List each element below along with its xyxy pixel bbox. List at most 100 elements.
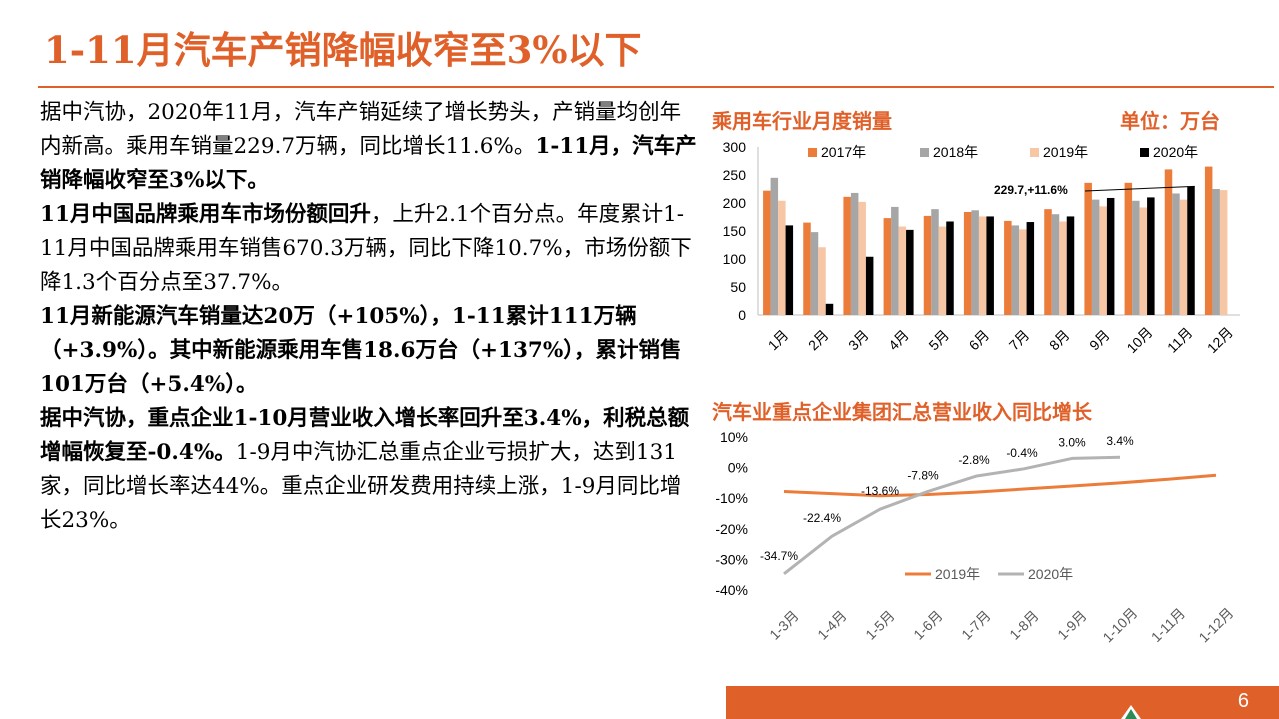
y-tick-label: -10% xyxy=(715,490,748,506)
bar-2017年-12月 xyxy=(1204,166,1213,315)
bar-2020年-8月 xyxy=(1066,216,1075,315)
legend-swatch xyxy=(920,148,929,157)
bar-2020年-5月 xyxy=(946,221,954,315)
legend-label: 2018年 xyxy=(933,144,978,160)
bar-2018年-4月 xyxy=(891,206,899,315)
data-label: -34.7% xyxy=(760,549,798,563)
bar-2019年-11月 xyxy=(1179,199,1188,315)
bar-2020年-3月 xyxy=(865,256,874,315)
bar-2017年-8月 xyxy=(1044,209,1052,315)
y-tick-label: 250 xyxy=(723,167,747,183)
legend-label: 2019年 xyxy=(1043,144,1088,160)
bar-2017年-10月 xyxy=(1124,182,1133,315)
data-label: -7.8% xyxy=(907,468,939,482)
x-tick-label: 1-4月 xyxy=(814,607,850,643)
bar-2020年-11月 xyxy=(1187,186,1195,315)
bar-2019年-6月 xyxy=(978,216,987,315)
bar-2020年-10月 xyxy=(1147,197,1155,315)
legend-swatch xyxy=(1140,148,1149,157)
paragraph-run: 11月新能源汽车销量达20万（+105%），1-11累计111万辆（+3.9%）… xyxy=(40,304,682,397)
data-label: -22.4% xyxy=(803,511,841,525)
bar-2017年-5月 xyxy=(923,215,932,315)
data-label: -2.8% xyxy=(958,453,990,467)
revenue-growth-line-chart: 10% 0% -10% -20% -30% -40% 1-3月 1-4月 1-5月 1-6月 1-7… xyxy=(715,429,1236,646)
x-tick-label: 7月 xyxy=(1006,327,1033,354)
data-label: -13.6% xyxy=(861,484,899,498)
bar-2019年-1月 xyxy=(778,200,786,315)
x-tick-label: 1-3月 xyxy=(766,607,802,643)
legend-label: 2020年 xyxy=(1028,566,1073,582)
bar-2018年-7月 xyxy=(1011,225,1020,315)
bar-2019年-2月 xyxy=(818,247,826,315)
bar-2018年-12月 xyxy=(1212,189,1220,315)
bar-2017年-4月 xyxy=(883,218,892,315)
x-tick-label: 1-5月 xyxy=(862,607,898,643)
bar-2018年-11月 xyxy=(1172,193,1180,315)
legend-swatch xyxy=(1030,148,1039,157)
x-tick-label: 8月 xyxy=(1046,327,1073,354)
bar-2017年-7月 xyxy=(1004,220,1012,315)
x-tick-label: 1-9月 xyxy=(1054,607,1090,643)
bar-2017年-11月 xyxy=(1164,169,1173,315)
bar-2018年-6月 xyxy=(971,210,979,315)
x-tick-label: 5月 xyxy=(925,327,952,354)
x-tick-label: 1-11月 xyxy=(1148,605,1188,645)
annotation-label: 229.7,+11.6% xyxy=(994,183,1068,197)
y-tick-label: -40% xyxy=(715,582,748,598)
paragraph-4: 据中汽协，重点企业1-10月营业收入增长率回升至3.4%，利税总额增幅恢复至-0… xyxy=(40,402,702,538)
bar-2019年-12月 xyxy=(1219,190,1228,315)
x-tick-label: 9月 xyxy=(1086,327,1113,354)
bar-2020年-9月 xyxy=(1106,197,1115,315)
body-text: 据中汽协，2020年11月，汽车产销延续了增长势头，产销量均创年内新高。乘用车销… xyxy=(40,96,702,538)
bar-2017年-3月 xyxy=(843,196,851,315)
paragraph-2: 11月中国品牌乘用车市场份额回升，上升2.1个百分点。年度累计1-11月中国品牌… xyxy=(40,198,702,300)
x-tick-label: 1月 xyxy=(765,327,792,354)
bar-2018年-2月 xyxy=(810,232,819,315)
x-tick-label: 1-12月 xyxy=(1195,604,1236,645)
x-tick-label: 11月 xyxy=(1164,324,1195,355)
footer-bar xyxy=(726,686,1279,719)
bar-2020年-1月 xyxy=(785,225,794,315)
bar-2019年-10月 xyxy=(1139,207,1148,315)
chart1-title: 乘用车行业月度销量 xyxy=(712,109,892,133)
bar-2019年-3月 xyxy=(858,201,866,315)
bar-2019年-5月 xyxy=(938,226,947,315)
legend-swatch xyxy=(808,148,817,157)
paragraph-run: ，上升2.1个百分点。年度累计1-11月中国品牌乘用车销售670.3万辆，同比下… xyxy=(40,202,692,295)
annotation-line xyxy=(1084,185,1195,192)
logo-icon xyxy=(1121,705,1141,719)
y-tick-label: 300 xyxy=(723,139,747,155)
paragraph-run: 1-11月，汽车产销降幅收窄至3%以下。 xyxy=(40,134,697,193)
y-tick-label: 50 xyxy=(730,279,746,295)
page-number: 6 xyxy=(1237,690,1249,712)
y-tick-label: 100 xyxy=(723,251,747,267)
bar-2017年-6月 xyxy=(963,211,972,315)
legend-label: 2017年 xyxy=(821,144,866,160)
x-tick-label: 12月 xyxy=(1204,324,1236,356)
x-tick-label: 4月 xyxy=(885,327,912,354)
legend-label: 2019年 xyxy=(935,566,980,582)
paragraph-run: 据中汽协，重点企业1-10月营业收入增长率回升至3.4%，利税总额增幅恢复至-0… xyxy=(40,406,690,465)
x-tick-label: 6月 xyxy=(966,327,993,354)
bar-2017年-1月 xyxy=(763,190,771,315)
series-line-2020年 xyxy=(783,455,1121,575)
page-title: 1-11月汽车产销降幅收窄至3%以下 xyxy=(44,28,642,72)
x-tick-label: 2月 xyxy=(805,327,832,354)
data-label: -0.4% xyxy=(1006,446,1038,460)
y-tick-label: -20% xyxy=(715,521,748,537)
paragraph-run: 据中汽协，2020年11月，汽车产销延续了增长势头，产销量均创年内新高。乘用车销… xyxy=(40,100,682,159)
y-tick-label: 0 xyxy=(738,307,746,323)
bar-2019年-8月 xyxy=(1059,221,1067,315)
bar-2018年-1月 xyxy=(770,177,779,315)
data-label: 3.4% xyxy=(1106,434,1134,448)
paragraph-1: 据中汽协，2020年11月，汽车产销延续了增长势头，产销量均创年内新高。乘用车销… xyxy=(40,96,702,198)
y-tick-label: -30% xyxy=(715,551,748,567)
y-tick-label: 200 xyxy=(723,195,747,211)
bar-2019年-9月 xyxy=(1099,206,1107,315)
y-tick-label: 10% xyxy=(720,429,748,445)
data-label: 3.0% xyxy=(1058,435,1086,449)
paragraph-run: 11月中国品牌乘用车市场份额回升 xyxy=(40,202,371,227)
bar-2020年-6月 xyxy=(986,216,994,315)
bar-2020年-7月 xyxy=(1026,222,1035,315)
bar-2018年-5月 xyxy=(931,209,939,315)
